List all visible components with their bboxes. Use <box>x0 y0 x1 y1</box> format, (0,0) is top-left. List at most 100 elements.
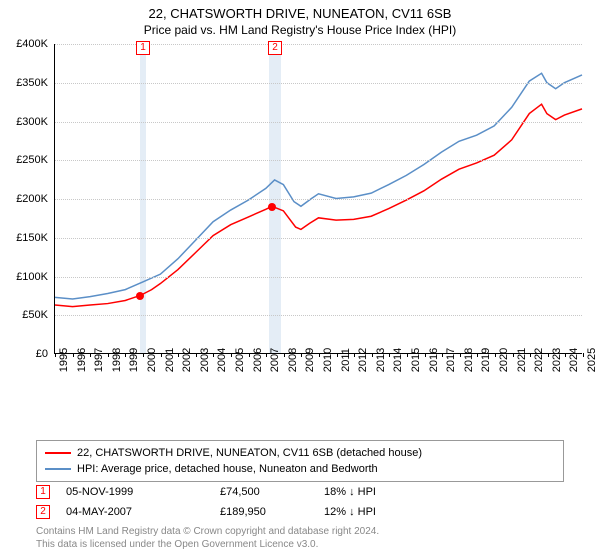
y-axis-label: £200K <box>4 193 48 205</box>
x-axis-label: 2012 <box>357 348 369 372</box>
event-marker-box: 1 <box>136 41 150 55</box>
transaction-marker: 2 <box>36 505 50 519</box>
x-tick <box>407 353 408 357</box>
x-axis-label: 1995 <box>58 348 70 372</box>
x-tick <box>178 353 179 357</box>
x-axis-label: 2024 <box>568 348 580 372</box>
transaction-delta: 18% ↓ HPI <box>324 486 424 498</box>
x-tick <box>301 353 302 357</box>
y-axis-label: £400K <box>4 38 48 50</box>
x-tick <box>161 353 162 357</box>
x-axis-label: 2002 <box>181 348 193 372</box>
y-axis-label: £100K <box>4 271 48 283</box>
x-tick <box>442 353 443 357</box>
x-tick <box>354 353 355 357</box>
transaction-price: £74,500 <box>220 486 320 498</box>
gridline <box>55 199 582 200</box>
chart-title-block: 22, CHATSWORTH DRIVE, NUNEATON, CV11 6SB… <box>0 0 600 37</box>
x-tick <box>143 353 144 357</box>
chart-container: 12 £0£50K£100K£150K£200K£250K£300K£350K£… <box>12 44 588 394</box>
transaction-price: £189,950 <box>220 506 320 518</box>
y-axis-label: £250K <box>4 154 48 166</box>
event-marker-dot <box>268 203 276 211</box>
gridline <box>55 83 582 84</box>
x-tick <box>425 353 426 357</box>
x-axis-label: 1996 <box>76 348 88 372</box>
x-axis-label: 2009 <box>304 348 316 372</box>
transactions-table: 105-NOV-1999£74,50018% ↓ HPI204-MAY-2007… <box>36 482 564 522</box>
y-axis-label: £350K <box>4 77 48 89</box>
x-axis-label: 2019 <box>480 348 492 372</box>
title-address: 22, CHATSWORTH DRIVE, NUNEATON, CV11 6SB <box>0 6 600 21</box>
x-tick <box>196 353 197 357</box>
x-axis-label: 2013 <box>375 348 387 372</box>
x-axis-label: 2018 <box>463 348 475 372</box>
y-axis-label: £50K <box>4 309 48 321</box>
legend-row: HPI: Average price, detached house, Nune… <box>45 461 555 477</box>
x-tick <box>337 353 338 357</box>
x-axis-label: 2014 <box>392 348 404 372</box>
x-tick <box>495 353 496 357</box>
x-axis-label: 2005 <box>234 348 246 372</box>
transaction-row: 2 04-MAY-2007 £189,950 12% ↓ HPI <box>36 502 564 522</box>
x-tick <box>231 353 232 357</box>
x-tick <box>565 353 566 357</box>
x-axis-label: 2006 <box>252 348 264 372</box>
x-tick <box>460 353 461 357</box>
x-tick <box>583 353 584 357</box>
legend: 22, CHATSWORTH DRIVE, NUNEATON, CV11 6SB… <box>36 440 564 482</box>
x-axis-label: 1999 <box>128 348 140 372</box>
gridline <box>55 315 582 316</box>
transaction-row: 105-NOV-1999£74,50018% ↓ HPI <box>36 482 564 502</box>
event-marker-dot <box>136 292 144 300</box>
x-axis-label: 2016 <box>428 348 440 372</box>
x-axis-label: 2004 <box>216 348 228 372</box>
x-axis-label: 2015 <box>410 348 422 372</box>
x-tick <box>548 353 549 357</box>
series-hpi <box>55 73 582 299</box>
transaction-delta: 12% ↓ HPI <box>324 506 424 518</box>
x-tick <box>213 353 214 357</box>
y-axis-label: £150K <box>4 232 48 244</box>
x-tick <box>284 353 285 357</box>
x-axis-label: 2021 <box>516 348 528 372</box>
legend-label: 22, CHATSWORTH DRIVE, NUNEATON, CV11 6SB… <box>77 447 422 459</box>
x-tick <box>55 353 56 357</box>
gridline <box>55 160 582 161</box>
gridline <box>55 44 582 45</box>
x-tick <box>249 353 250 357</box>
x-axis-label: 2025 <box>586 348 598 372</box>
x-tick <box>513 353 514 357</box>
event-marker-box: 2 <box>268 41 282 55</box>
y-axis-label: £0 <box>4 348 48 360</box>
transaction-date: 05-NOV-1999 <box>66 486 216 498</box>
x-axis-label: 2020 <box>498 348 510 372</box>
x-tick <box>319 353 320 357</box>
x-tick <box>530 353 531 357</box>
transaction-date: 04-MAY-2007 <box>66 506 216 518</box>
x-tick <box>108 353 109 357</box>
x-axis-label: 2001 <box>164 348 176 372</box>
title-subtitle: Price paid vs. HM Land Registry's House … <box>0 23 600 37</box>
x-axis-label: 2008 <box>287 348 299 372</box>
x-tick <box>125 353 126 357</box>
x-axis-label: 2022 <box>533 348 545 372</box>
x-axis-label: 2017 <box>445 348 457 372</box>
plot-area: 12 <box>54 44 582 354</box>
x-axis-label: 2003 <box>199 348 211 372</box>
footer-line2: This data is licensed under the Open Gov… <box>36 539 379 552</box>
footer-attribution: Contains HM Land Registry data © Crown c… <box>36 526 379 551</box>
x-tick <box>477 353 478 357</box>
x-axis-label: 2010 <box>322 348 334 372</box>
legend-row: 22, CHATSWORTH DRIVE, NUNEATON, CV11 6SB… <box>45 445 555 461</box>
x-axis-label: 2000 <box>146 348 158 372</box>
x-axis-label: 1997 <box>93 348 105 372</box>
footer-line1: Contains HM Land Registry data © Crown c… <box>36 526 379 539</box>
legend-label: HPI: Average price, detached house, Nune… <box>77 463 378 475</box>
y-axis-label: £300K <box>4 116 48 128</box>
x-axis-label: 2007 <box>269 348 281 372</box>
gridline <box>55 277 582 278</box>
x-tick <box>90 353 91 357</box>
x-axis-label: 1998 <box>111 348 123 372</box>
x-tick <box>266 353 267 357</box>
